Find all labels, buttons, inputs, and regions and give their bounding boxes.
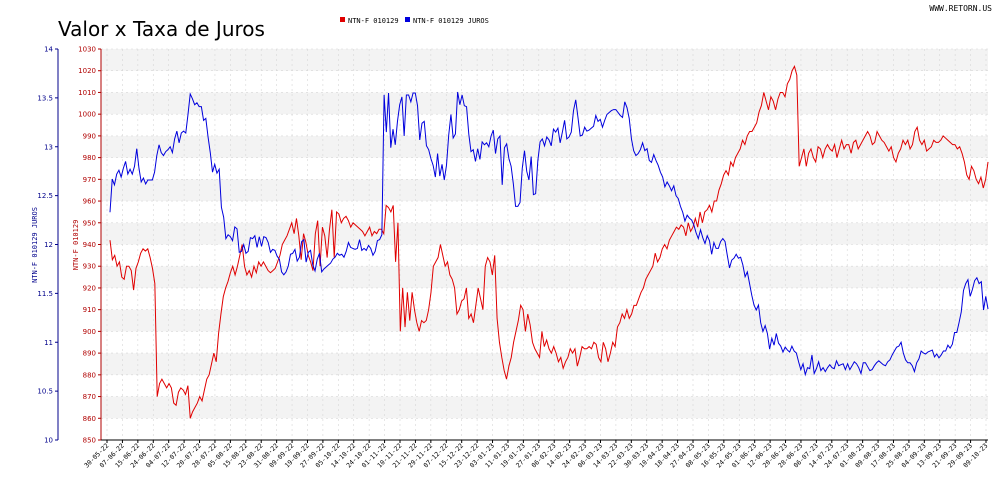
right-tick-label: 1010	[78, 89, 96, 97]
left-tick-label: 10	[44, 437, 53, 445]
plot-band	[101, 179, 988, 202]
plot-band	[101, 157, 988, 180]
right-tick-label: 940	[83, 241, 96, 249]
plot-background-bands	[101, 49, 988, 440]
left-axis-label: NTN-F 010129 JUROS	[31, 207, 39, 283]
site-url[interactable]: WWW.RETORN.US	[929, 4, 992, 13]
right-tick-label: 980	[83, 154, 96, 162]
right-tick-label: 930	[83, 263, 96, 271]
right-tick-label: 1020	[78, 67, 96, 75]
plot-band	[101, 114, 988, 136]
left-tick-label: 13	[44, 143, 53, 151]
left-tick-label: 13.5	[37, 94, 53, 102]
right-tick-label: 850	[83, 437, 96, 445]
right-tick-label: 900	[83, 328, 96, 336]
right-tick-label: 880	[83, 371, 96, 379]
plot-band	[101, 287, 988, 310]
right-tick-label: 950	[83, 219, 96, 227]
plot-band	[101, 266, 988, 288]
legend-swatch-rate	[405, 17, 410, 22]
plot-band	[101, 331, 988, 354]
left-tick-label: 14	[44, 46, 53, 54]
left-tick-label: 11	[44, 339, 53, 347]
legend-label-rate: NTN-F 010129 JUROS	[413, 17, 489, 25]
right-axis-ticks: 850 860 870 880 890 900 910 920 930 940 950 960 970 9…	[78, 46, 101, 445]
plot-band	[101, 374, 988, 397]
plot-band	[101, 418, 988, 440]
right-tick-label: 910	[83, 306, 96, 314]
left-tick-label: 11.5	[37, 290, 53, 298]
plot-band	[101, 201, 988, 223]
plot-band	[101, 309, 988, 332]
right-tick-label: 890	[83, 350, 96, 358]
right-tick-label: 870	[83, 393, 96, 401]
plot-band	[101, 244, 988, 267]
right-tick-label: 1000	[78, 111, 96, 119]
right-tick-label: 990	[83, 132, 96, 140]
plot-band	[101, 70, 988, 93]
left-tick-label: 10.5	[37, 388, 53, 396]
left-axis-ticks: 10 10.5 11 11.5 12 12.5 13 13.5 14	[37, 46, 58, 445]
right-tick-label: 960	[83, 198, 96, 206]
right-tick-label: 860	[83, 415, 96, 423]
left-tick-label: 12.5	[37, 192, 53, 200]
plot-band	[101, 353, 988, 375]
legend: NTN-F 010129 NTN-F 010129 JUROS	[340, 17, 489, 25]
series-line-rate	[109, 91, 989, 377]
series-line-price	[109, 65, 989, 419]
right-tick-label: 970	[83, 176, 96, 184]
plot-band	[101, 92, 988, 115]
left-tick-label: 12	[44, 241, 53, 249]
legend-swatch-price	[340, 17, 345, 22]
right-tick-label: 920	[83, 284, 96, 292]
right-tick-label: 1030	[78, 46, 96, 54]
plot-band	[101, 396, 988, 419]
plot-band	[101, 49, 988, 71]
gridlines	[101, 48, 988, 441]
chart-title: Valor x Taxa de Juros	[58, 17, 265, 41]
right-axis-label: NTN-F 010129	[72, 220, 80, 271]
legend-label-price: NTN-F 010129	[348, 17, 399, 25]
